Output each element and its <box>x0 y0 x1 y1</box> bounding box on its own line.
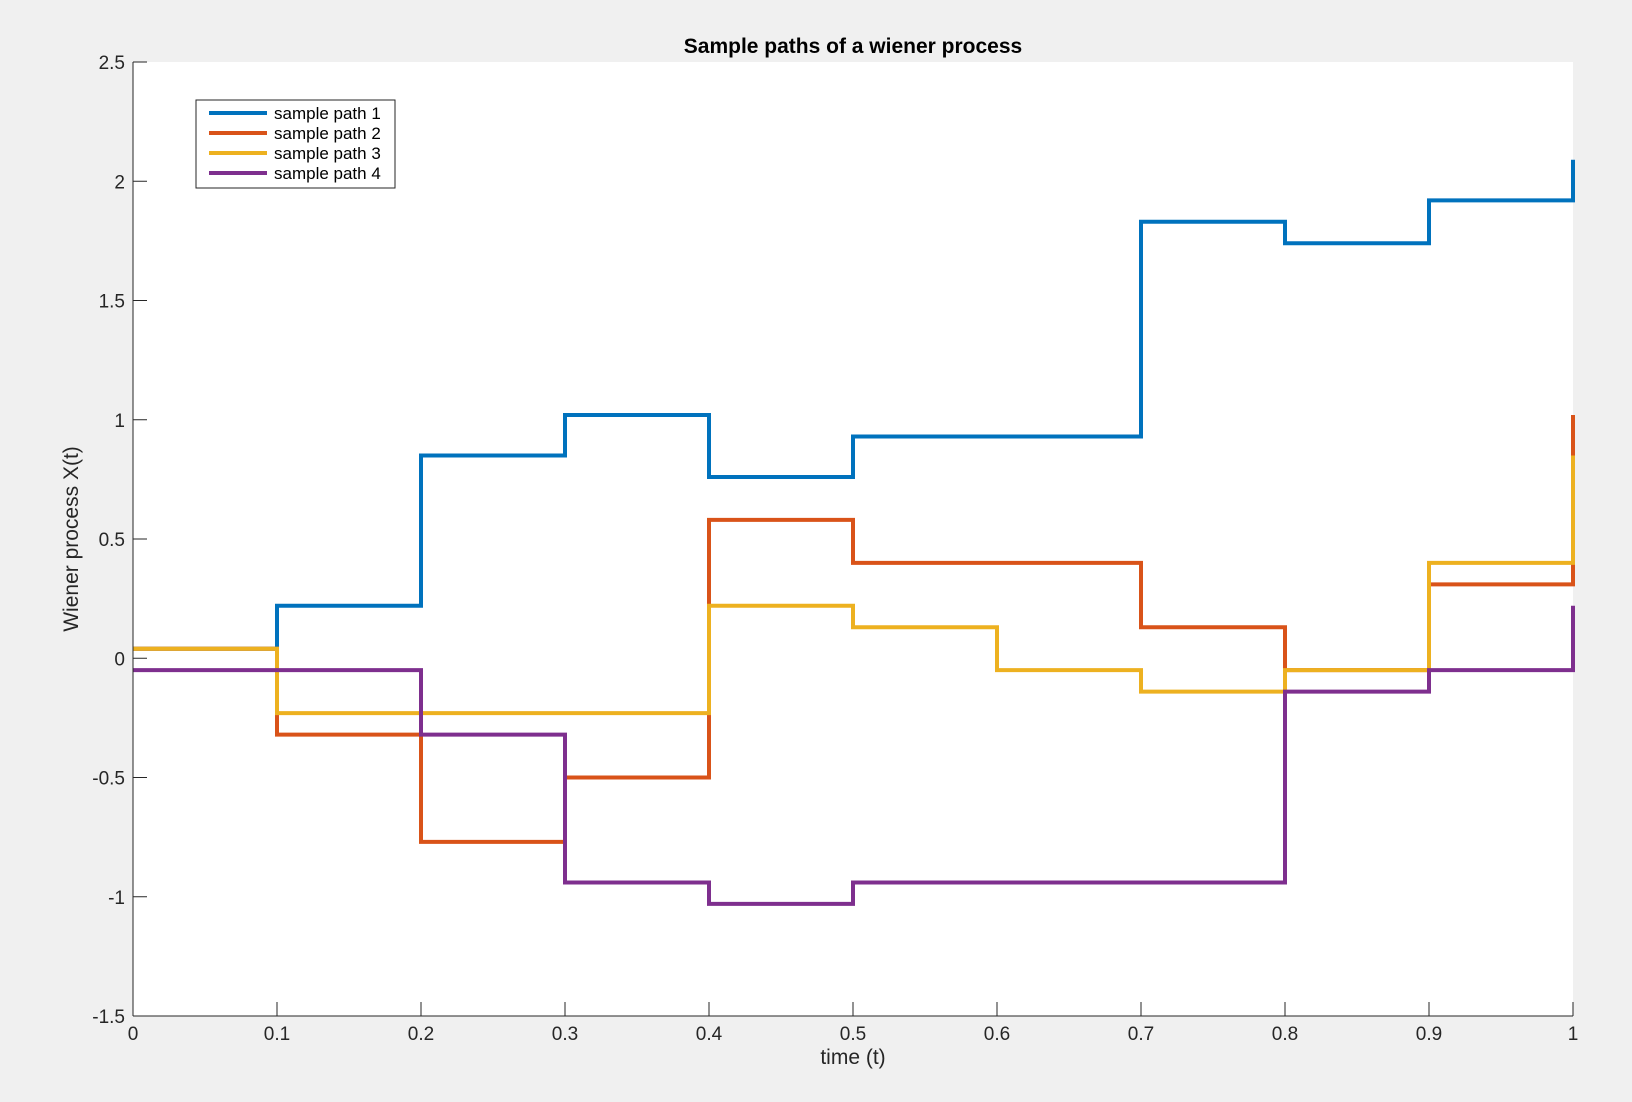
x-tick-label: 0.8 <box>1272 1024 1298 1045</box>
x-tick-label: 0.9 <box>1416 1024 1442 1045</box>
x-tick-label: 0.6 <box>984 1024 1010 1045</box>
series-line-1 <box>133 159 1575 651</box>
x-axis-ticks: 0 0.1 0.2 0.3 0.4 0.5 0.6 0.7 0.8 0.9 1 <box>128 1002 1579 1045</box>
y-tick-label: -1.5 <box>92 1007 125 1028</box>
y-tick-label: 2.5 <box>99 53 125 74</box>
x-tick-label: 0.4 <box>696 1024 723 1045</box>
series-line-4 <box>133 605 1575 906</box>
y-axis-label: Wiener process X(t) <box>60 446 83 632</box>
x-tick-label: 0.2 <box>408 1024 434 1045</box>
x-axis-label: time (t) <box>820 1046 885 1069</box>
y-tick-label: 0 <box>114 649 125 670</box>
legend-label-3: sample path 3 <box>274 144 381 163</box>
legend-label-1: sample path 1 <box>274 104 381 123</box>
x-tick-label: 0.1 <box>264 1024 290 1045</box>
y-tick-label: 1.5 <box>99 292 125 313</box>
legend-label-4: sample path 4 <box>274 164 381 183</box>
x-tick-label: 1 <box>1568 1024 1579 1045</box>
plot-area <box>133 159 1575 906</box>
y-tick-label: -0.5 <box>92 769 125 790</box>
x-tick-label: 0.5 <box>840 1024 866 1045</box>
x-tick-label: 0.7 <box>1128 1024 1154 1045</box>
y-tick-label: 0.5 <box>99 530 125 551</box>
legend-label-2: sample path 2 <box>274 124 381 143</box>
y-tick-label: 1 <box>114 411 125 432</box>
x-tick-label: 0.3 <box>552 1024 578 1045</box>
y-axis-ticks: -1.5 -1 -0.5 0 0.5 1 1.5 2 2.5 <box>92 53 147 1028</box>
chart-title: Sample paths of a wiener process <box>684 35 1022 58</box>
y-tick-label: -1 <box>108 888 125 909</box>
y-tick-label: 2 <box>114 172 125 193</box>
x-tick-label: 0 <box>128 1024 139 1045</box>
